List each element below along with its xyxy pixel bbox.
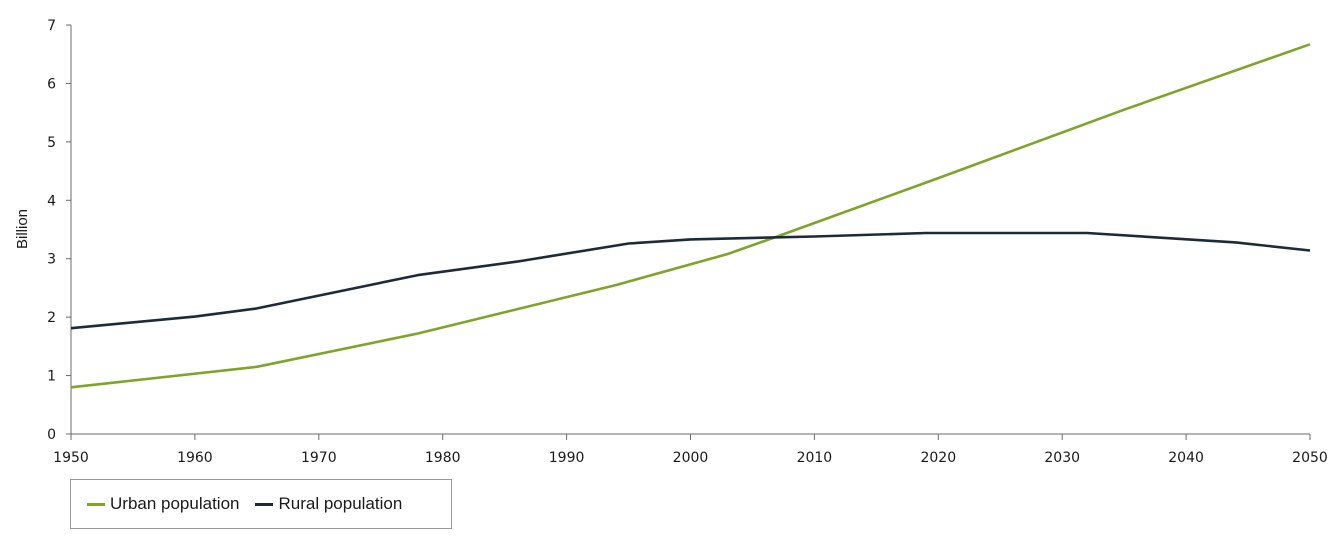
x-tick-label: 2030 bbox=[1044, 450, 1080, 466]
x-tick-label: 2040 bbox=[1168, 450, 1204, 466]
series-line-urban bbox=[70, 43, 1311, 389]
y-tick-label: 1 bbox=[47, 369, 56, 385]
x-tick-label: 2010 bbox=[797, 450, 833, 466]
x-axis: 1950 1960 1970 1980 1990 2000 2010 2020 2030 2040… bbox=[53, 433, 1328, 466]
y-tick-label: 2 bbox=[47, 310, 56, 326]
y-tick-label: 5 bbox=[47, 135, 56, 151]
x-tick-label: 1960 bbox=[177, 450, 213, 466]
x-tick-label: 1950 bbox=[53, 450, 89, 466]
y-tick-label: 7 bbox=[47, 18, 56, 34]
x-tick-label: 1980 bbox=[425, 450, 461, 466]
y-tick-label: 4 bbox=[47, 193, 56, 209]
x-tick-label: 2020 bbox=[920, 450, 956, 466]
legend-item-rural: Rural population bbox=[255, 494, 402, 514]
y-axis: 0 1 2 3 4 5 6 7 bbox=[47, 18, 72, 443]
y-tick-label: 6 bbox=[47, 76, 56, 92]
legend-item-urban: Urban population bbox=[87, 494, 239, 514]
x-tick-label: 1970 bbox=[301, 450, 337, 466]
legend-label-rural: Rural population bbox=[278, 494, 403, 513]
x-tick-label: 2000 bbox=[673, 450, 709, 466]
y-tick-label: 0 bbox=[47, 427, 56, 443]
legend-label-urban: Urban population bbox=[110, 494, 240, 513]
x-tick-label: 1990 bbox=[549, 450, 585, 466]
x-tick-label: 2050 bbox=[1292, 450, 1328, 466]
legend-swatch-urban bbox=[87, 502, 105, 506]
series-lines bbox=[70, 43, 1311, 389]
y-tick-label: 3 bbox=[47, 252, 56, 268]
y-axis-title: Billion bbox=[14, 209, 31, 249]
legend-swatch-rural bbox=[255, 502, 274, 506]
chart-legend: Urban population Rural population bbox=[70, 479, 452, 529]
line-chart: 0 1 2 3 4 5 6 7 1950 1960 1970 1980 1990 2000 2010 202… bbox=[14, 18, 1328, 466]
series-line-rural bbox=[70, 231, 1311, 330]
